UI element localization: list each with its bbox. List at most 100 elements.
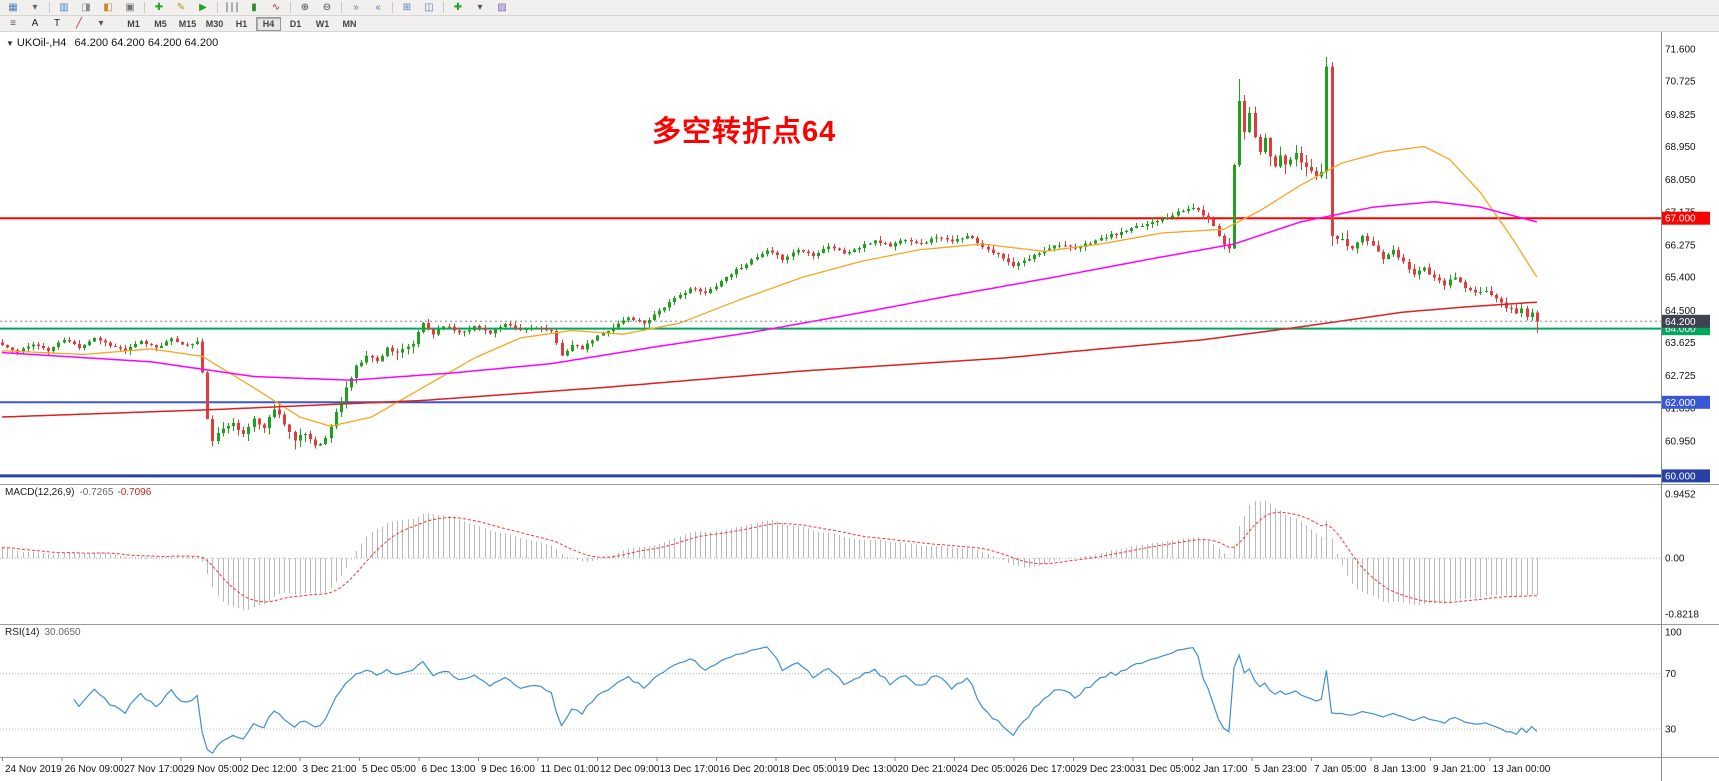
trendline-icon[interactable]: ╱ [75,17,83,29]
rsi-name: RSI(14) [5,627,40,638]
svg-text:24 Nov 2019: 24 Nov 2019 [5,764,62,775]
svg-text:29 Dec 23:00: 29 Dec 23:00 [1076,764,1136,775]
svg-text:20 Dec 21:00: 20 Dec 21:00 [898,764,958,775]
macd-indicator-label: MACD(12,26,9) -0.7265 -0.7096 [5,487,151,498]
price-badge [1662,211,1710,225]
cascade-windows-icon[interactable]: ◫ [424,1,434,13]
macd-main-value: -0.7265 [79,487,114,498]
svg-text:13 Dec 17:00: 13 Dec 17:00 [660,764,720,775]
price-badge [1662,395,1710,409]
timeframe-W1[interactable]: W1 [315,18,330,29]
indicators-icon[interactable]: ✚ [453,1,463,13]
timeframe-M1[interactable]: M1 [127,18,140,29]
symbol-dropdown-icon[interactable]: ▼ [6,39,14,48]
objects-list-icon[interactable]: ≡ [10,17,16,29]
svg-text:11 Dec 01:00: 11 Dec 01:00 [541,764,600,775]
price-scale[interactable]: 71.60070.72569.82568.95068.05067.17566.2… [1662,44,1710,736]
toolbar-separator [217,2,218,13]
toolbar-separator [392,2,393,13]
drawing-tools-group: ≡ A T ╱ ▾ [2,17,112,31]
svg-text:16 Dec 20:00: 16 Dec 20:00 [719,764,779,775]
chart-shift-icon[interactable]: « [375,1,381,13]
svg-text:100: 100 [1665,628,1682,639]
svg-text:24 Dec 05:00: 24 Dec 05:00 [957,764,1017,775]
svg-text:30: 30 [1665,725,1677,736]
timeframe-M15[interactable]: M15 [178,18,197,29]
zoom-in-icon[interactable]: ⊕ [300,1,310,13]
svg-text:-0.8218: -0.8218 [1665,610,1699,621]
macd-name: MACD(12,26,9) [5,487,75,498]
toolbar-separator [49,2,50,13]
ma-mid-magenta [1,200,1538,381]
zoom-out-icon[interactable]: ⊖ [322,1,332,13]
drawing-tools-dropdown-icon[interactable]: ▾ [98,17,104,29]
timeframe-M5[interactable]: M5 [154,18,167,29]
templates-icon[interactable]: ▨ [497,1,507,13]
svg-text:66.275: 66.275 [1665,240,1696,251]
timeframe-M30[interactable]: M30 [205,18,224,29]
auto-scroll-icon[interactable]: » [353,1,359,13]
svg-text:70.725: 70.725 [1665,77,1696,88]
svg-text:64.000: 64.000 [1665,324,1696,335]
chart-annotation-text[interactable]: 多空转折点64 [652,116,837,148]
new-order-icon[interactable]: ✚ [154,1,164,13]
text-icon[interactable]: T [53,17,61,29]
market-watch-icon[interactable]: ▥ [59,1,69,13]
svg-text:62.725: 62.725 [1665,371,1696,382]
timeframe-D1[interactable]: D1 [289,18,302,29]
toolbar-separator [290,2,291,13]
price-badge [1662,314,1710,328]
svg-text:9 Dec 16:00: 9 Dec 16:00 [481,764,535,775]
svg-text:7 Jan 05:00: 7 Jan 05:00 [1314,764,1367,775]
bars-chart-icon[interactable]: ∣∣∣ [224,1,240,13]
svg-text:26 Dec 17:00: 26 Dec 17:00 [1017,764,1077,775]
new-chart-icon[interactable]: ▦ [8,1,18,13]
svg-text:12 Dec 09:00: 12 Dec 09:00 [600,764,660,775]
panel-separators [0,32,1719,781]
timeframe-MN[interactable]: MN [342,18,357,29]
svg-text:5 Dec 05:00: 5 Dec 05:00 [362,764,416,775]
line-chart-icon[interactable]: ∿ [271,1,281,13]
candles-layer [1,57,1539,450]
svg-text:9 Jan 21:00: 9 Jan 21:00 [1433,764,1486,775]
tile-windows-icon[interactable]: ⊞ [402,1,412,13]
svg-text:31 Dec 05:00: 31 Dec 05:00 [1136,764,1196,775]
svg-text:62.000: 62.000 [1665,398,1696,409]
chart-title: ▼ UKOil-,H4 64.200 64.200 64.200 64.200 [6,37,218,49]
timeframe-H1[interactable]: H1 [235,18,248,29]
price-badge [1662,469,1710,483]
timeframe-switcher: M1 M5 M15 M30 H1 H4 D1 W1 MN [120,16,363,31]
svg-text:64.200: 64.200 [1665,317,1696,328]
toolbar-separator [144,2,145,13]
svg-text:19 Dec 13:00: 19 Dec 13:00 [838,764,898,775]
text-label-icon[interactable]: A [31,17,39,29]
ma-fast-orange [1,145,1538,427]
navigator-icon[interactable]: ◧ [103,1,113,13]
svg-text:0.9452: 0.9452 [1665,490,1696,501]
autotrading-icon[interactable]: ▶ [199,1,207,13]
toolbar-separator [341,2,342,13]
svg-text:68.050: 68.050 [1665,175,1696,186]
data-window-icon[interactable]: ◨ [81,1,91,13]
price-chart-canvas[interactable]: 71.60070.72569.82568.95068.05067.17566.2… [0,32,1719,781]
terminal-icon[interactable]: ▣ [125,1,135,13]
svg-text:69.825: 69.825 [1665,110,1696,121]
svg-text:60.950: 60.950 [1665,436,1696,447]
profiles-icon[interactable]: ▾ [32,1,38,13]
time-axis[interactable]: 24 Nov 2019 26 Nov 09:00 27 Nov 17:00 29 No… [2,757,1551,775]
toolbar-separator [443,2,444,13]
candlestick-chart-icon[interactable]: ▮ [251,1,257,13]
toolbar-tools: ≡ A T ╱ ▾ M1 M5 M15 M30 H1 H4 D1 W1 MN [0,16,1719,32]
rsi-panel [0,673,1661,730]
periods-dropdown-icon[interactable]: ▾ [477,1,483,13]
svg-text:60.000: 60.000 [1665,471,1696,482]
macd-histogram [2,500,1538,611]
rsi-line [73,646,1538,755]
timeframe-H4[interactable]: H4 [256,16,281,31]
chart-region: 71.60070.72569.82568.95068.05067.17566.2… [0,32,1719,781]
metaeditor-icon[interactable]: ✎ [176,1,186,13]
svg-text:71.600: 71.600 [1665,44,1696,55]
svg-text:68.950: 68.950 [1665,142,1696,153]
rsi-value: 30.0650 [44,627,81,638]
